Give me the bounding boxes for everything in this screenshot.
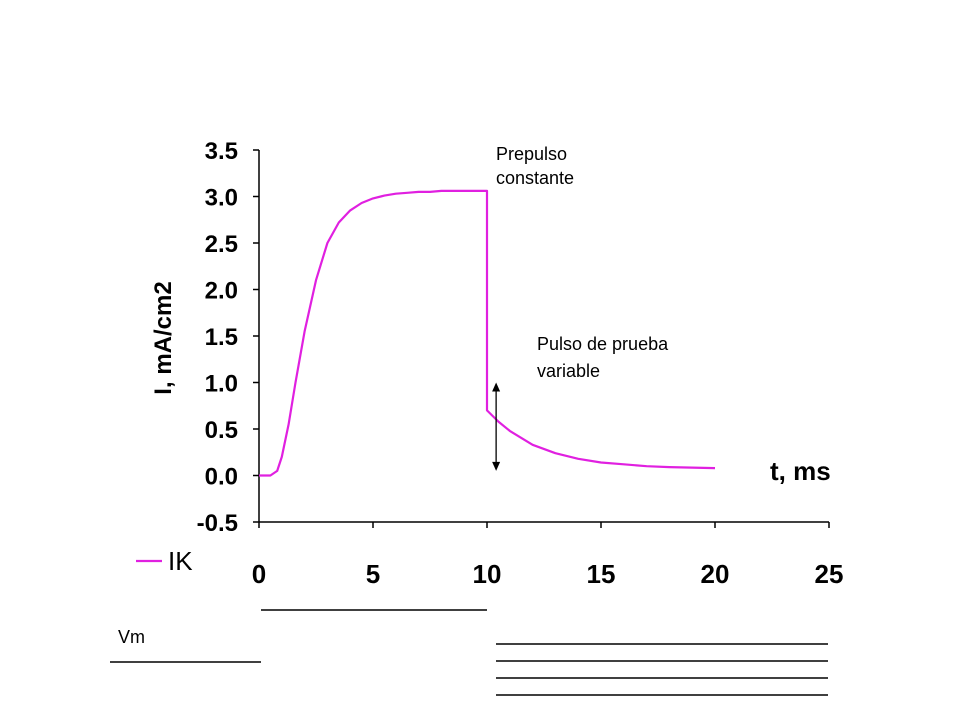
annotation-prepulse-line1: Prepulso <box>496 144 567 164</box>
y-ticks: 3.5 3.0 2.5 2.0 1.5 1.0 0.5 0.0 -0.5 <box>197 138 259 537</box>
annotation-test-pulse-line2: variable <box>537 361 600 381</box>
y-tick-label: 3.0 <box>205 185 238 212</box>
y-tick-label: 3.5 <box>205 138 238 165</box>
series-ik-line <box>259 189 716 477</box>
voltage-protocol <box>110 609 828 696</box>
arrow-head-bottom <box>492 461 501 471</box>
annotation-prepulse: Prepulso constante <box>496 144 574 188</box>
x-tick-label: 20 <box>701 559 730 589</box>
y-tick-label: -0.5 <box>197 510 238 537</box>
y-tick-label: 2.5 <box>205 231 238 258</box>
legend-label-ik: IK <box>168 546 193 576</box>
arrow-head-top <box>492 382 501 392</box>
y-tick-label: 1.5 <box>205 324 238 351</box>
x-tick-label: 10 <box>473 559 502 589</box>
annotation-test-pulse: Pulso de prueba variable <box>537 334 673 381</box>
y-tick-label: 1.0 <box>205 371 238 398</box>
variable-arrow <box>492 382 501 471</box>
y-tick-label: 0.5 <box>205 417 238 444</box>
annotation-prepulse-line2: constante <box>496 168 574 188</box>
legend: IK <box>136 546 193 576</box>
x-tick-label: 5 <box>366 559 380 589</box>
annotation-test-pulse-line1: Pulso de prueba <box>537 334 669 354</box>
y-tick-label: 0.0 <box>205 464 238 491</box>
x-tick-label: 15 <box>587 559 616 589</box>
y-axis-label: I, mA/cm2 <box>150 281 177 394</box>
x-tick-label: 0 <box>252 559 266 589</box>
x-ticks: 0 5 10 15 20 25 <box>252 522 844 589</box>
y-tick-label: 2.0 <box>205 278 238 305</box>
x-tick-label: 25 <box>815 559 844 589</box>
x-axis-label: t, ms <box>770 456 831 486</box>
vm-label: Vm <box>118 627 145 647</box>
